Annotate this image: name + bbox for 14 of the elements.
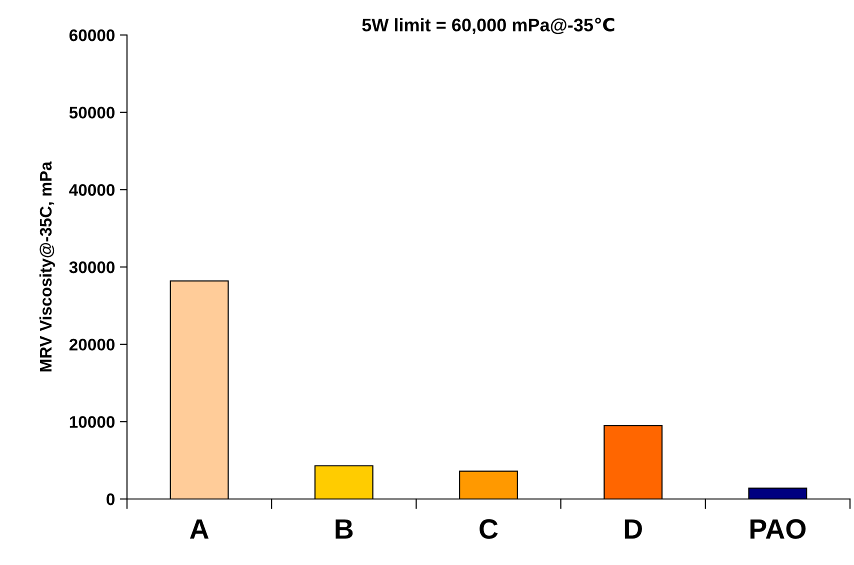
y-tick-label: 60000 — [69, 29, 115, 42]
y-tick-label: 40000 — [69, 184, 115, 196]
y-tick-label: 50000 — [69, 106, 115, 119]
x-tick-label: D — [624, 519, 642, 539]
y-tick-label: 10000 — [70, 416, 115, 428]
y-tick-label: 20000 — [69, 338, 115, 351]
x-tick-label: A — [190, 519, 209, 539]
y-tick-label: 0 — [106, 493, 115, 506]
y-tick-label: 30000 — [69, 261, 115, 274]
chart-title: 5W limit = 60,000 mPa@-35℃ — [362, 18, 614, 34]
x-tick-label: B — [336, 519, 353, 539]
x-tick-label: C — [480, 519, 498, 539]
x-tick-label: PAO — [750, 519, 806, 539]
y-axis-title: MRV Viscosity@-35C, mPa — [39, 161, 55, 372]
